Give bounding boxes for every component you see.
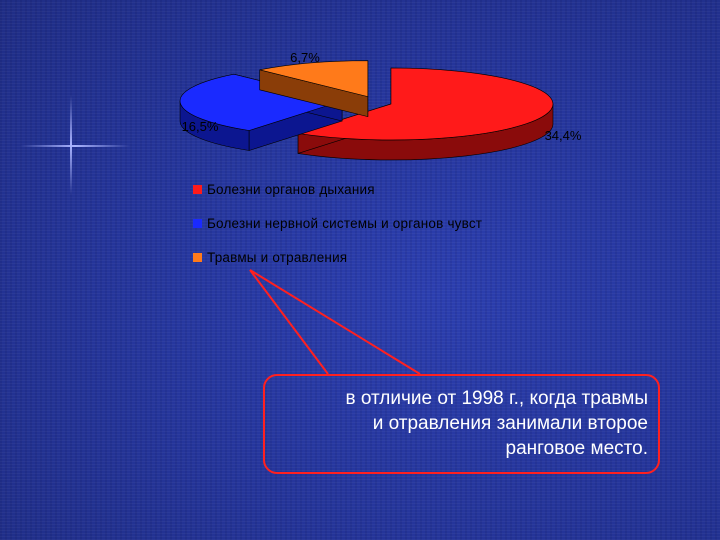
pie-slice-top-injuries	[259, 60, 369, 98]
legend-swatch-respiratory	[193, 184, 202, 194]
pie-slice-respiratory	[297, 67, 554, 161]
legend-label-respiratory: Болезни органов дыхания	[207, 181, 375, 197]
data-label-injuries: 6,7%	[290, 50, 320, 65]
data-label-nervous: 16,5%	[182, 119, 219, 134]
legend-label-injuries: Травмы и отравления	[207, 249, 348, 265]
chart-legend: Болезни органов дыхания Болезни нервной …	[193, 180, 482, 282]
legend-swatch-injuries	[193, 252, 202, 262]
pie-slice-top-respiratory	[297, 67, 554, 141]
data-label-respiratory: 34,4%	[545, 128, 582, 143]
note-line-3: ранговое место.	[505, 438, 648, 459]
legend-item-injuries: Травмы и отравления	[193, 248, 482, 266]
legend-swatch-nervous	[193, 218, 202, 228]
legend-label-nervous: Болезни нервной системы и органов чувст	[207, 215, 483, 231]
pie-slice-injuries	[259, 60, 369, 118]
pie-slice-top-nervous	[179, 73, 344, 131]
legend-item-nervous: Болезни нервной системы и органов чувст	[193, 214, 482, 232]
note-line-1: в отличие от 1998 г., когда травмы	[345, 388, 648, 409]
legend-item-respiratory: Болезни органов дыхания	[193, 180, 482, 198]
callout-note: в отличие от 1998 г., когда травмы и отр…	[263, 374, 660, 474]
note-line-2: и отравления занимали второе	[372, 413, 648, 434]
decorative-sparkle-horizontal	[20, 145, 130, 147]
